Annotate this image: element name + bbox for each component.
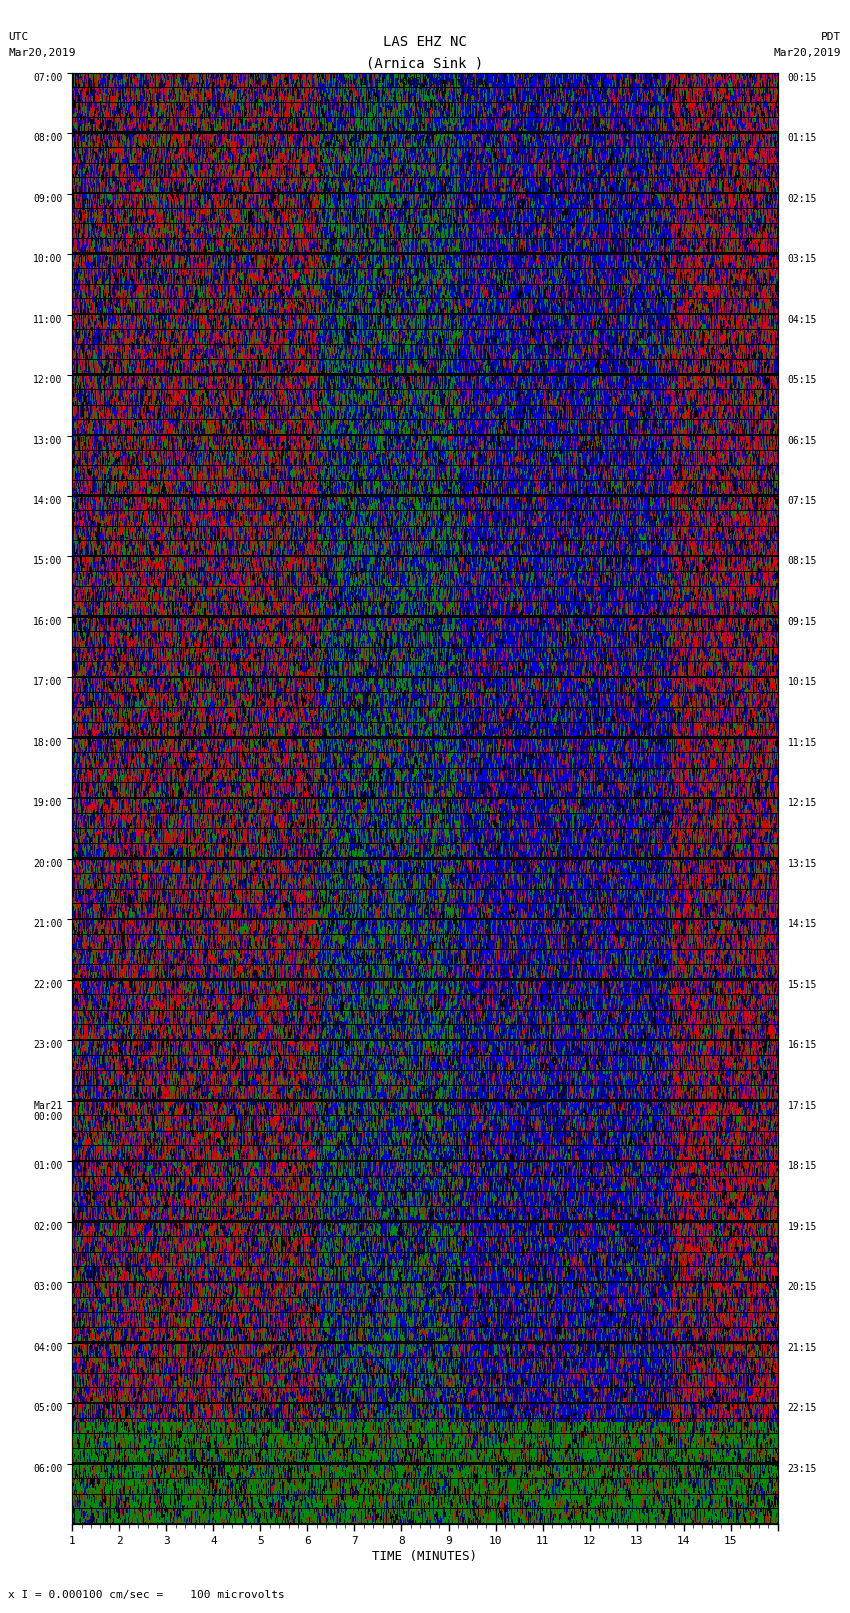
Text: UTC: UTC (8, 32, 29, 42)
Text: x I = 0.000100 cm/sec =    100 microvolts: x I = 0.000100 cm/sec = 100 microvolts (8, 1590, 286, 1600)
X-axis label: TIME (MINUTES): TIME (MINUTES) (372, 1550, 478, 1563)
Text: Mar20,2019: Mar20,2019 (774, 48, 842, 58)
Text: LAS EHZ NC: LAS EHZ NC (383, 35, 467, 50)
Text: (Arnica Sink ): (Arnica Sink ) (366, 56, 484, 71)
Text: PDT: PDT (821, 32, 842, 42)
Text: Mar20,2019: Mar20,2019 (8, 48, 76, 58)
Text: I = 0.000100 cm/sec: I = 0.000100 cm/sec (361, 77, 489, 87)
